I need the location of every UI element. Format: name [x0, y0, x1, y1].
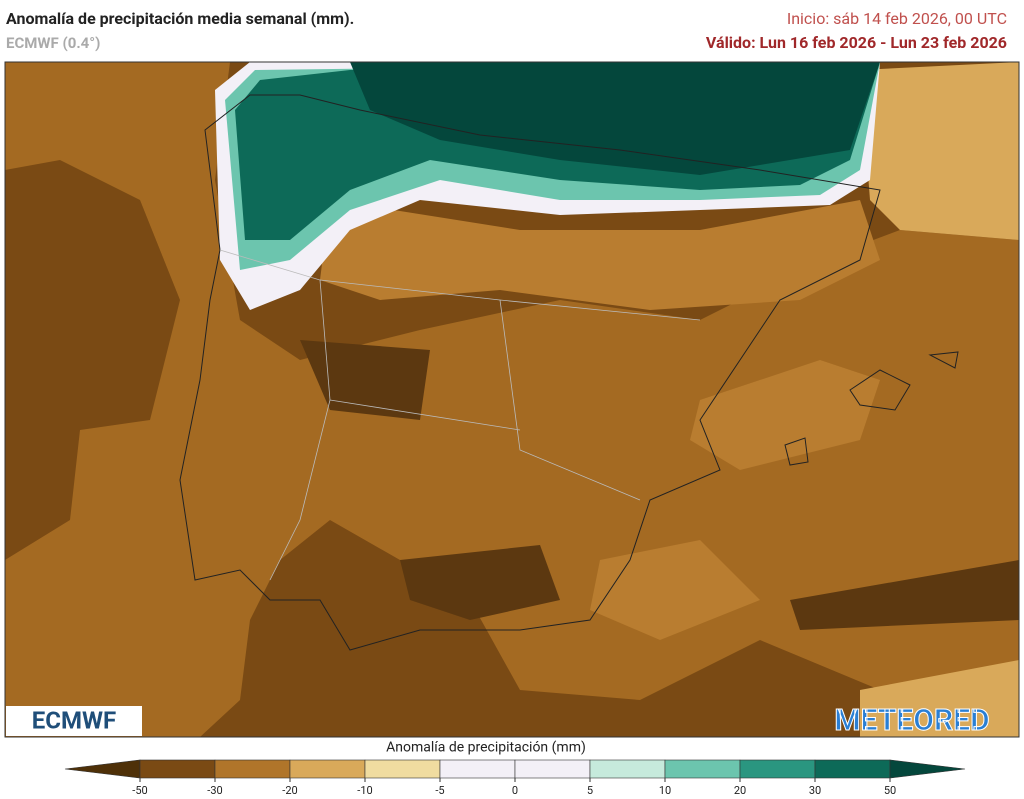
- colorbar-tick-label: 5: [587, 784, 593, 797]
- colorbar-swatch: [364, 759, 441, 779]
- title: Anomalía de precipitación media semanal …: [6, 9, 354, 28]
- colorbar-tick-label: 0: [512, 784, 518, 797]
- anomaly-area: [400, 545, 560, 620]
- colorbar-swatch: [289, 759, 366, 779]
- borders: [219, 249, 701, 581]
- colorbar-cap: [64, 759, 141, 779]
- coastline: [179, 94, 881, 651]
- colorbar-tick-label: 50: [884, 784, 896, 797]
- islands: [784, 351, 959, 466]
- logo-meteored: METEORED: [834, 703, 989, 738]
- colorbar-tick-label: -5: [435, 784, 444, 797]
- anomaly-area: [5, 62, 1019, 737]
- map-frame: [4, 61, 1020, 738]
- colorbar: -50 -30 -20 -10 -5 0 5 10 20 30 50: [64, 759, 966, 797]
- colorbar-swatch: [439, 759, 516, 779]
- colorbar-swatch: [589, 759, 666, 779]
- colorbar-tick-label: -20: [282, 784, 297, 797]
- colorbar-cap: [889, 759, 966, 779]
- anomaly-area: [320, 200, 880, 310]
- colorbar-tick-label: 10: [659, 784, 671, 797]
- colorbar-tick-label: 30: [809, 784, 821, 797]
- model: ECMWF (0.4°): [6, 34, 100, 52]
- map: ECMWF METEORED: [4, 61, 1020, 738]
- anomaly-area: [860, 660, 1019, 737]
- colorbar-swatch: [214, 759, 291, 779]
- anomaly-area: [860, 62, 1019, 240]
- colorbar-swatch: [664, 759, 741, 779]
- anomaly-area: [790, 560, 1019, 630]
- anomaly-area: [590, 540, 760, 640]
- colorbar-tick-label: -50: [132, 784, 147, 797]
- logo-box: [6, 706, 142, 736]
- anomaly-area: [350, 62, 880, 175]
- colorbar-tick-label: 20: [734, 784, 746, 797]
- colorbar-tick-label: -10: [357, 784, 372, 797]
- colorbar-tick-label: -30: [207, 784, 222, 797]
- anomaly-area: [690, 360, 880, 470]
- init-time: Inicio: sáb 14 feb 2026, 00 UTC: [787, 9, 1007, 28]
- legend-title: Anomalía de precipitación (mm): [386, 740, 586, 756]
- colorbar-swatch: [514, 759, 591, 779]
- logo-ecmwf: ECMWF: [32, 706, 116, 734]
- colorbar-swatch: [814, 759, 891, 779]
- valid-time: Válido: Lun 16 feb 2026 - Lun 23 feb 202…: [706, 33, 1007, 52]
- colorbar-swatch: [139, 759, 216, 779]
- colorbar-swatch: [739, 759, 816, 779]
